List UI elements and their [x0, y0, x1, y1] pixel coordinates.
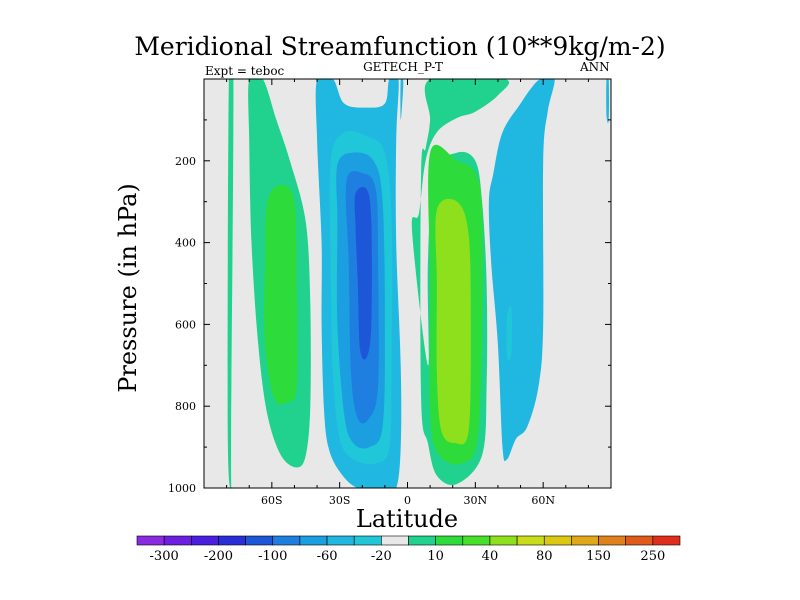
experiment-label: Expt = teboc	[205, 64, 285, 78]
colorbar-swatch	[272, 535, 301, 546]
colorbar-label: 40	[482, 549, 499, 564]
contour-region-pos40-2	[264, 185, 298, 405]
colorbar-swatch	[191, 535, 219, 546]
colorbar-label: 80	[536, 549, 553, 564]
colorbar-swatch	[489, 535, 518, 546]
colorbar-swatch	[652, 535, 681, 546]
colorbar-swatch	[163, 535, 192, 546]
colorbar-label: -100	[258, 549, 287, 564]
contour-region-neg10-14	[606, 79, 609, 124]
colorbar-swatch	[462, 535, 491, 546]
colorbar-swatch	[543, 535, 572, 546]
colorbar-label: 10	[427, 549, 444, 564]
colorbar-swatch	[245, 535, 274, 546]
x-tick-label: 30S	[329, 494, 351, 507]
colorbar-label: -20	[371, 549, 392, 564]
contour-region-pos80-5	[435, 198, 471, 445]
colorbar-label: -60	[317, 549, 338, 564]
y-tick-label: 200	[175, 155, 196, 168]
colorbar-swatch	[598, 535, 626, 546]
colorbar-swatch	[299, 535, 328, 546]
colorbar-swatch	[516, 535, 545, 546]
x-axis-label: Latitude	[355, 505, 459, 533]
colorbar-label: -200	[204, 549, 233, 564]
x-tick-label: 60S	[261, 494, 283, 507]
contour-region-neg10-12	[488, 79, 555, 462]
colorbar-swatch	[408, 535, 436, 546]
colorbar-swatch	[218, 535, 246, 546]
colorbar-label: 150	[586, 549, 611, 564]
colorbar-swatch	[625, 535, 654, 546]
colorbar-swatch	[381, 535, 409, 546]
colorbar-swatch	[353, 535, 382, 546]
colorbar-swatch	[571, 535, 599, 546]
contour-region-neg10-7	[400, 79, 404, 120]
y-tick-label: 1000	[168, 482, 196, 495]
y-tick-label: 800	[175, 400, 196, 413]
colorbar-swatch	[326, 535, 355, 546]
period-label: ANN	[580, 60, 610, 74]
x-tick-label: 30N	[464, 494, 488, 507]
colorbar-swatch	[136, 535, 165, 546]
colorbar-swatch	[435, 535, 464, 546]
chart-title: Meridional Streamfunction (10**9kg/m-2)	[134, 32, 666, 61]
y-tick-label: 600	[175, 318, 196, 331]
colorbar-label: 250	[640, 549, 665, 564]
contour-region-pos10-0	[227, 79, 234, 488]
x-tick-label: 60N	[531, 494, 555, 507]
contour-region-neg10-13	[506, 305, 513, 361]
y-tick-label: 400	[175, 237, 196, 250]
x-tick-label: 0	[404, 494, 411, 507]
contour-region-neg80-11	[354, 187, 372, 360]
colorbar-label: -300	[150, 549, 179, 564]
model-label: GETECH_P-T	[363, 60, 443, 74]
